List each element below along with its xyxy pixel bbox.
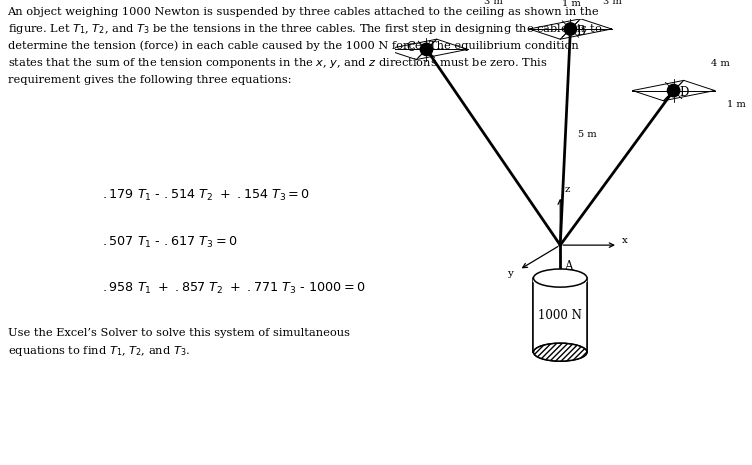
Text: 1 m: 1 m [562, 0, 581, 8]
Text: $.507\ T_1\ \text{-}\ .617\ T_3 = 0$: $.507\ T_1\ \text{-}\ .617\ T_3 = 0$ [102, 235, 237, 250]
Text: 1 m: 1 m [727, 100, 746, 109]
Text: 3 m: 3 m [484, 0, 502, 7]
Text: y: y [507, 269, 513, 278]
Text: Use the Excel’s Solver to solve this system of simultaneous
equations to find $T: Use the Excel’s Solver to solve this sys… [8, 328, 350, 358]
Text: B: B [577, 25, 585, 38]
Text: 5 m: 5 m [578, 130, 596, 139]
Text: D: D [680, 86, 689, 99]
Text: x: x [622, 236, 628, 245]
Text: 1000 N: 1000 N [538, 309, 582, 322]
Text: $.179\ T_1\ \text{-}\ .514\ T_2\ +\ .154\ T_3 = 0$: $.179\ T_1\ \text{-}\ .514\ T_2\ +\ .154… [102, 188, 310, 203]
Text: 4 m: 4 m [711, 59, 729, 68]
Text: A: A [564, 259, 573, 272]
Text: C: C [406, 41, 415, 54]
Ellipse shape [533, 269, 587, 287]
Text: z: z [564, 185, 570, 193]
Circle shape [668, 84, 680, 97]
Text: An object weighing 1000 Newton is suspended by three cables attached to the ceil: An object weighing 1000 Newton is suspen… [8, 7, 602, 85]
Circle shape [420, 43, 432, 55]
Text: $.958\ T_1\ +\ .857\ T_2\ +\ .771\ T_3\ \text{-}\ 1000= 0$: $.958\ T_1\ +\ .857\ T_2\ +\ .771\ T_3\ … [102, 281, 365, 296]
Text: 3 m: 3 m [603, 0, 622, 7]
Ellipse shape [533, 343, 587, 361]
Bar [533, 278, 587, 352]
Circle shape [564, 23, 577, 35]
